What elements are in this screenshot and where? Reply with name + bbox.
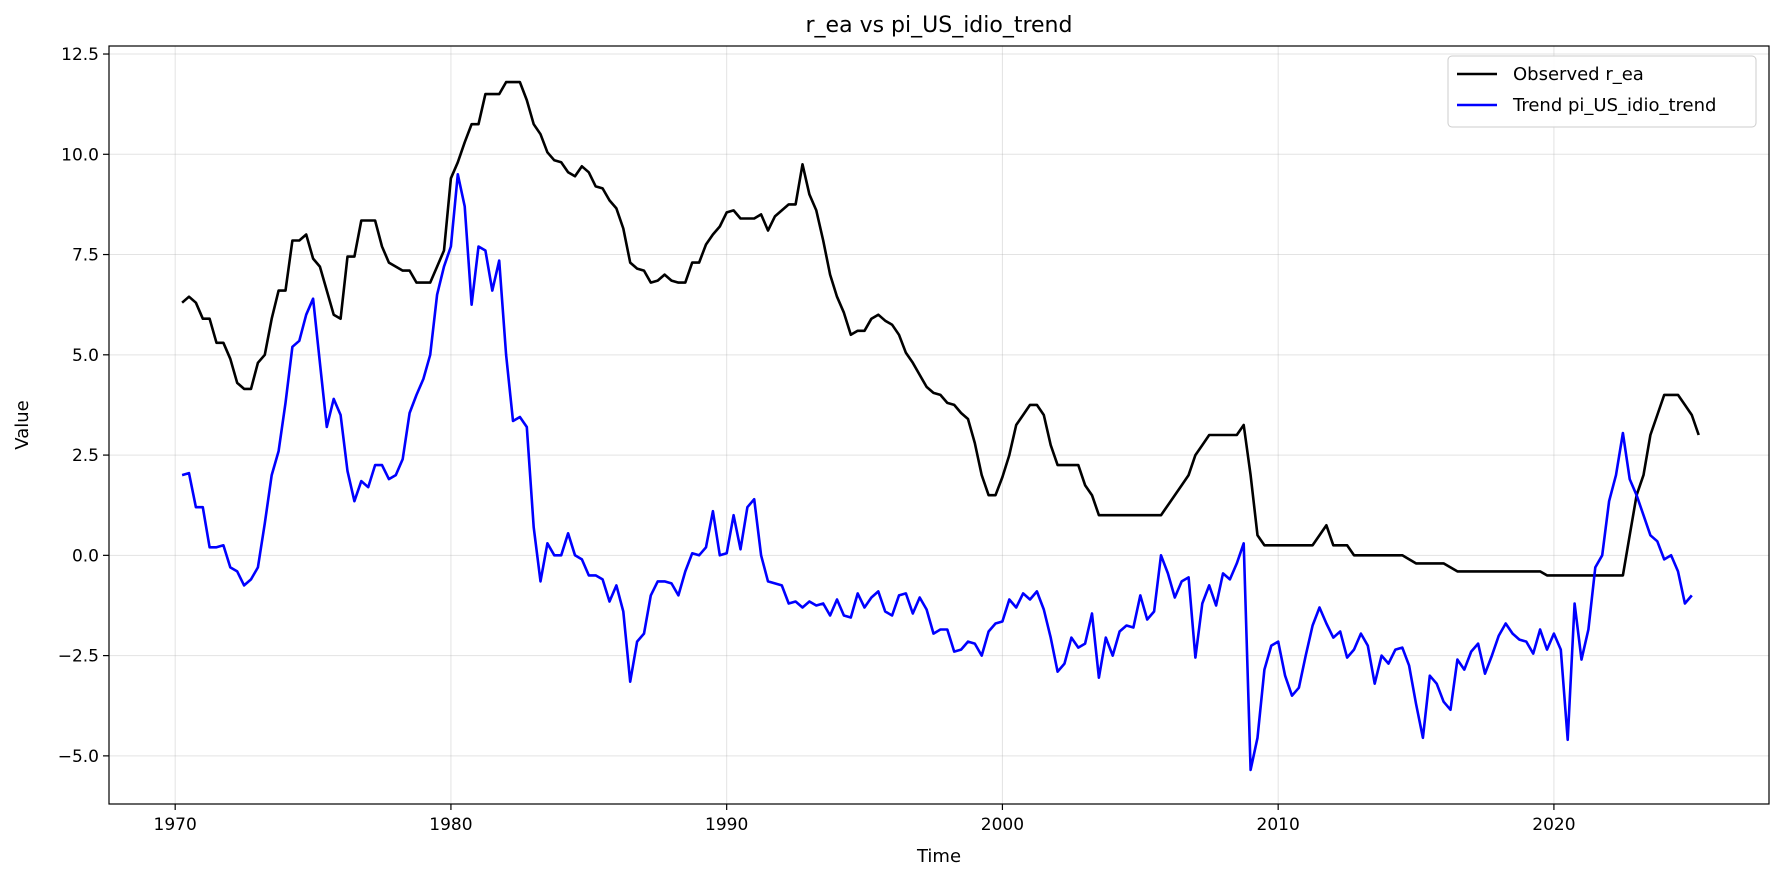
x-tick-label: 2020 [1532, 815, 1575, 835]
y-axis-title: Value [12, 400, 33, 449]
y-tick-label: 12.5 [61, 45, 99, 65]
chart-title: r_ea vs pi_US_idio_trend [806, 13, 1073, 38]
x-tick-label: 2000 [981, 815, 1024, 835]
y-tick-label: −5.0 [58, 747, 99, 767]
axes: 1970 1980 1990 2000 2010 2020 −5.0 −2.5 0.0 2.5 5.… [58, 45, 1576, 835]
y-tick-label: 0.0 [72, 546, 99, 566]
y-tick-label: 2.5 [72, 446, 99, 466]
x-tick-label: 2010 [1257, 815, 1300, 835]
x-tick-label: 1990 [705, 815, 748, 835]
y-tick-label: 10.0 [61, 145, 99, 165]
series-line-observed [181, 80, 1700, 577]
legend-label-observed: Observed r_ea [1513, 64, 1644, 85]
legend-label-trend: Trend pi_US_idio_trend [1512, 95, 1716, 116]
x-axis-title: Time [916, 846, 961, 867]
legend: Observed r_ea Trend pi_US_idio_trend [1447, 55, 1757, 128]
plot-frame [108, 45, 1770, 805]
plot-area [181, 80, 1700, 772]
series-line-trend [181, 173, 1693, 772]
legend-box [1447, 55, 1757, 128]
y-tick-label: 7.5 [72, 246, 99, 266]
y-tick-label: 5.0 [72, 346, 99, 366]
x-tick-label: 1970 [154, 815, 197, 835]
x-tick-label: 1980 [429, 815, 472, 835]
y-tick-label: −2.5 [58, 647, 99, 667]
